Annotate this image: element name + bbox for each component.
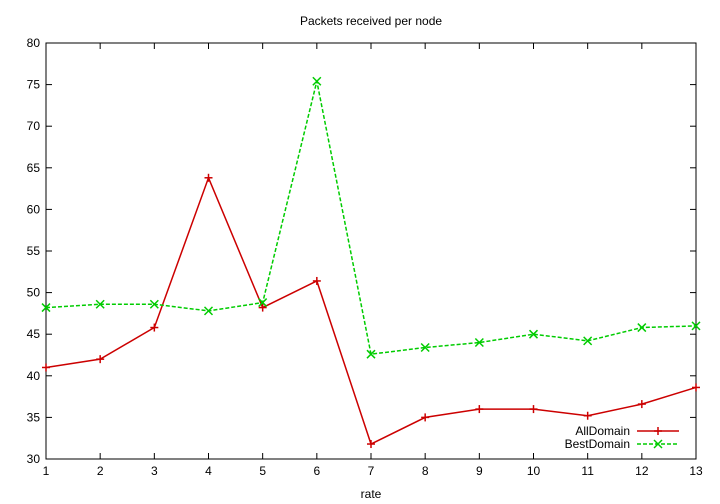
point-alldomain-8 [421, 413, 430, 422]
point-alldomain-4 [204, 173, 213, 182]
x-tick-label-11: 11 [581, 464, 594, 478]
point-alldomain-13 [692, 383, 700, 392]
point-alldomain-7 [367, 440, 375, 449]
y-tick-label-70: 70 [27, 119, 41, 133]
point-bestdomain-7 [366, 349, 376, 359]
series-line-alldomain [45, 175, 697, 446]
x-tick-label-2: 2 [97, 464, 104, 478]
x-axis-label: rate [361, 487, 382, 501]
x-tick-label-5: 5 [259, 464, 266, 478]
series-line-bestdomain [45, 81, 697, 355]
point-bestdomain-9 [474, 337, 484, 348]
point-bestdomain-11 [583, 336, 593, 346]
point-bestdomain-3 [149, 299, 159, 309]
x-tick-label-10: 10 [527, 464, 541, 478]
x-tick-label-13: 13 [689, 464, 703, 478]
plot-frame [45, 42, 697, 460]
x-tick-label-1: 1 [43, 464, 50, 478]
y-tick-label-35: 35 [27, 410, 41, 424]
point-bestdomain-8 [420, 342, 430, 353]
y-tick-label-60: 60 [27, 202, 41, 216]
y-tick-label-45: 45 [27, 327, 41, 341]
point-bestdomain-6 [312, 76, 322, 86]
point-alldomain-2 [96, 355, 105, 364]
point-bestdomain-13 [691, 321, 701, 331]
x-tick-label-7: 7 [368, 464, 375, 478]
point-bestdomain-2 [95, 299, 105, 309]
x-tick-label-8: 8 [422, 464, 429, 478]
point-alldomain-3 [150, 323, 159, 332]
y-tick-label-40: 40 [27, 369, 41, 383]
point-alldomain-11 [583, 411, 592, 420]
y-tick-label-75: 75 [27, 78, 41, 92]
point-bestdomain-4 [203, 306, 214, 316]
x-tick-label-4: 4 [205, 464, 212, 478]
legend-marker-alldomain [654, 427, 662, 435]
point-bestdomain-10 [528, 329, 539, 339]
legend-label-bestdomain: BestDomain [565, 437, 630, 451]
y-tick-label-50: 50 [27, 286, 41, 300]
point-alldomain-12 [637, 400, 646, 409]
point-alldomain-1 [42, 363, 50, 372]
point-alldomain-9 [475, 405, 484, 414]
x-tick-label-6: 6 [313, 464, 320, 478]
point-bestdomain-1 [41, 303, 51, 313]
y-tick-label-55: 55 [27, 244, 41, 258]
point-alldomain-5 [258, 303, 267, 312]
legend-marker-bestdomain [653, 439, 663, 449]
y-tick-label-80: 80 [27, 36, 41, 50]
point-bestdomain-12 [637, 323, 647, 333]
x-tick-label-3: 3 [151, 464, 158, 478]
legend-label-alldomain: AllDomain [575, 424, 630, 438]
point-bestdomain-5 [258, 298, 268, 308]
point-alldomain-10 [529, 405, 538, 414]
point-alldomain-6 [312, 276, 321, 285]
chart-title: Packets received per node [300, 14, 442, 28]
x-tick-label-9: 9 [476, 464, 483, 478]
x-tick-label-12: 12 [635, 464, 649, 478]
y-tick-label-30: 30 [27, 452, 41, 466]
y-tick-label-65: 65 [27, 161, 41, 175]
